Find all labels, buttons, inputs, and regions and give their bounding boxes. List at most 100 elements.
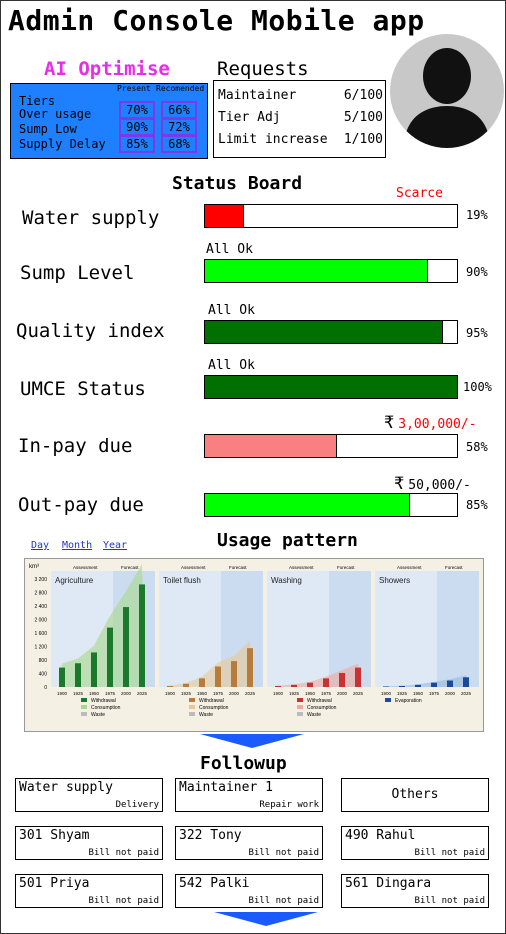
rupee-icon: ₹	[394, 474, 405, 494]
x-tick-label: 1950	[305, 691, 316, 696]
usage-bar	[339, 672, 345, 687]
status-percent: 90%	[466, 265, 488, 279]
request-count: 5/100	[343, 110, 383, 125]
followup-card[interactable]: 561 Dingara Bill not paid	[341, 874, 489, 908]
recommended-column-header: Recomended	[156, 84, 205, 93]
status-progress-bar[interactable]	[204, 375, 458, 399]
x-tick-label: 1925	[289, 691, 300, 696]
assessment-header: Assessment	[73, 565, 98, 570]
followup-card[interactable]: 322 Tony Bill not paid	[175, 826, 323, 860]
usage-bar	[231, 661, 237, 687]
chart-unit-label: km³	[29, 564, 39, 570]
panel-title: Showers	[379, 576, 410, 585]
status-label: Quality index	[16, 320, 165, 342]
usage-bar	[123, 607, 129, 687]
tab-month[interactable]: Month	[62, 540, 93, 551]
status-percent: 100%	[463, 380, 492, 394]
followup-card-status: Delivery	[115, 800, 159, 810]
expand-arrow-icon[interactable]	[200, 734, 304, 748]
followup-card-title: Maintainer 1	[179, 780, 273, 795]
legend-label: Waste	[199, 712, 213, 718]
followup-card[interactable]: 501 Priya Bill not paid	[15, 874, 163, 908]
request-label: Tier Adj	[218, 110, 281, 125]
usage-bar	[307, 682, 313, 687]
present-value: 70%	[119, 101, 155, 119]
x-tick-label: 1950	[413, 691, 424, 696]
ai-row-label: Supply Delay	[19, 137, 106, 151]
status-percent: 85%	[466, 498, 488, 512]
usage-bar	[463, 677, 469, 687]
scroll-down-arrow-icon[interactable]	[214, 912, 318, 926]
ai-row-label: Over usage	[19, 107, 92, 121]
ai-row-label: Tiers	[19, 94, 56, 108]
request-count: 6/100	[343, 88, 383, 103]
ai-optimise-title[interactable]: AI Optimise	[44, 58, 170, 80]
status-progress-bar[interactable]	[204, 493, 458, 517]
usage-bar	[199, 678, 205, 687]
followup-card[interactable]: 301 Shyam Bill not paid	[15, 826, 163, 860]
avatar[interactable]	[390, 34, 504, 148]
x-tick-label: 2025	[353, 691, 364, 696]
x-tick-label: 2025	[245, 691, 256, 696]
followup-card[interactable]: Others	[341, 778, 489, 812]
y-tick-label: 2 400	[34, 604, 47, 610]
ai-optimise-panel[interactable]: Present Recomended Tiers Over usage Sump…	[10, 83, 208, 159]
status-note: Scarce	[396, 186, 443, 201]
x-tick-label: 1925	[73, 691, 84, 696]
followup-card[interactable]: Maintainer 1 Repair work	[175, 778, 323, 812]
tab-year[interactable]: Year	[103, 540, 128, 551]
status-percent: 19%	[466, 208, 488, 222]
request-count: 1/100	[343, 132, 383, 147]
followup-card-status: Repair work	[259, 800, 319, 810]
request-row-limit-increase[interactable]: Limit increase 1/100	[218, 132, 383, 147]
status-note: ₹3,00,000/-	[384, 413, 477, 433]
usage-bar	[323, 678, 329, 687]
x-tick-label: 1900	[57, 691, 68, 696]
request-row-tier-adj[interactable]: Tier Adj 5/100	[218, 110, 383, 125]
status-note-text: 50,000/-	[408, 478, 471, 493]
followup-card-title: 561 Dingara	[345, 876, 432, 891]
forecast-header: Forecast	[121, 565, 139, 570]
y-tick-label: 0	[44, 685, 47, 691]
x-tick-label: 1900	[165, 691, 176, 696]
forecast-region	[437, 571, 479, 687]
y-tick-label: 2 000	[34, 618, 47, 624]
requests-title[interactable]: Requests	[217, 58, 309, 80]
legend-swatch	[297, 705, 303, 709]
y-tick-label: 2 800	[34, 591, 47, 597]
recommended-value: 66%	[161, 101, 197, 119]
followup-card-title: 322 Tony	[179, 828, 242, 843]
usage-bar	[399, 685, 405, 687]
followup-card[interactable]: 542 Palki Bill not paid	[175, 874, 323, 908]
usage-bar	[75, 663, 81, 687]
forecast-header: Forecast	[445, 565, 463, 570]
followup-card-status: Bill not paid	[248, 848, 319, 858]
legend-swatch	[297, 698, 303, 702]
present-value: 85%	[119, 135, 155, 153]
legend-label: Consumption	[91, 705, 121, 711]
y-tick-label: 1 200	[34, 645, 47, 651]
panel-title: Agriculture	[55, 576, 94, 585]
x-tick-label: 1925	[181, 691, 192, 696]
usage-bar	[383, 686, 389, 687]
request-row-maintainer[interactable]: Maintainer 6/100	[218, 88, 383, 103]
assessment-header: Assessment	[289, 565, 314, 570]
followup-card[interactable]: Water supply Delivery	[15, 778, 163, 812]
x-tick-label: 1975	[105, 691, 116, 696]
legend-label: Evaporation	[395, 698, 422, 704]
status-progress-bar[interactable]	[204, 434, 458, 458]
tab-day[interactable]: Day	[31, 540, 50, 551]
x-tick-label: 1950	[197, 691, 208, 696]
status-progress-fill	[205, 205, 244, 227]
followup-card-status: Bill not paid	[414, 896, 485, 906]
status-note: ₹50,000/-	[394, 474, 471, 494]
status-progress-bar[interactable]	[204, 204, 458, 228]
followup-card-title: Water supply	[19, 780, 113, 795]
usage-pattern-chart[interactable]: km³ 3 200 2 800 2 400 2 000 1 600 1 200 800 400 0…	[24, 558, 484, 732]
status-label: Sump Level	[20, 262, 135, 284]
status-progress-bar[interactable]	[204, 259, 458, 283]
status-progress-bar[interactable]	[204, 320, 458, 344]
requests-panel[interactable]: Maintainer 6/100 Tier Adj 5/100 Limit in…	[213, 80, 386, 158]
followup-card[interactable]: 490 Rahul Bill not paid	[341, 826, 489, 860]
x-tick-label: 2000	[445, 691, 456, 696]
